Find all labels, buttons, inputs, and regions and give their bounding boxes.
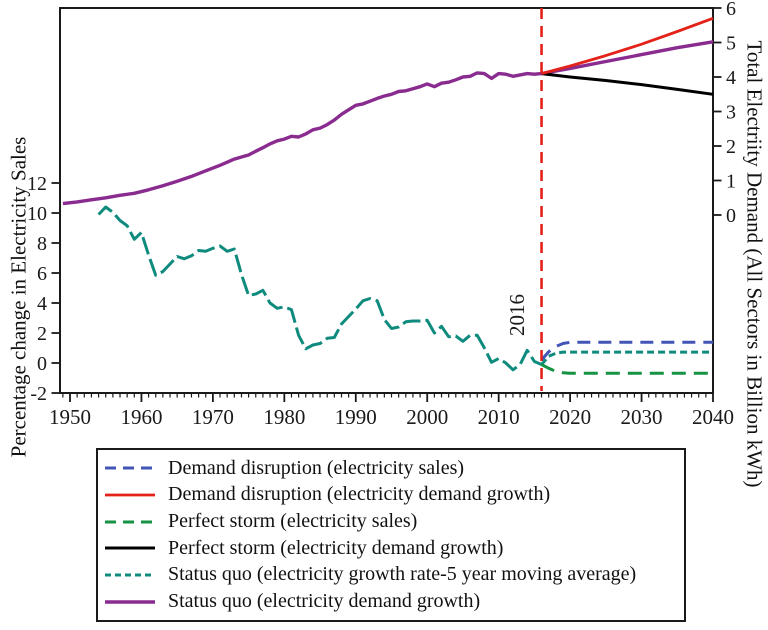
x-tick-label: 1950 <box>49 405 91 429</box>
left-y-tick-label: 12 <box>27 173 47 195</box>
line-chart-plot-area: 1950 1960 1970 1980 1990 2000 2010 2020 2030 2040… <box>27 0 736 429</box>
chart-legend: Demand disruption (electricity sales) Dem… <box>96 448 686 622</box>
legend-swatch-perfect_storm_sales <box>105 520 155 524</box>
right-y-tick-label: 6 <box>726 0 736 20</box>
series-line-status_quo_rate <box>97 205 543 372</box>
x-tick-label: 2010 <box>478 405 520 429</box>
legend-swatch-perfect_storm_demand <box>105 546 155 550</box>
x-tick-label: 2000 <box>406 405 448 429</box>
legend-label: Demand disruption (electricity sales) <box>168 456 465 479</box>
right-y-tick-label: 2 <box>726 136 736 158</box>
x-tick-label: 1960 <box>120 405 162 429</box>
x-tick-label: 1970 <box>192 405 234 429</box>
left-y-tick-label: 0 <box>37 353 47 375</box>
right-y-tick-label: 3 <box>726 102 736 124</box>
right-y-tick-label: 5 <box>726 33 736 55</box>
legend-label: Perfect storm (electricity demand growth… <box>168 536 504 559</box>
right-y-tick-label: 1 <box>726 171 736 193</box>
plot-frame <box>59 7 714 394</box>
legend-label: Status quo (electricity growth rate-5 ye… <box>168 563 637 586</box>
x-tick-label: 2030 <box>621 405 663 429</box>
series-line-perfect_storm_demand <box>541 72 714 96</box>
legend-swatch-demand_disruption_sales <box>105 466 155 470</box>
left-y-tick-label: 4 <box>37 293 47 315</box>
legend-item: Demand disruption (electricity sales) <box>104 455 680 481</box>
right-y-tick-label: 0 <box>726 205 736 227</box>
series-line-perfect_storm_sales <box>540 363 713 375</box>
legend-label: Perfect storm (electricity sales) <box>168 510 418 533</box>
legend-item: Status quo (electricity growth rate-5 ye… <box>104 562 680 588</box>
legend-label: Demand disruption (electricity demand gr… <box>168 483 551 506</box>
left-y-tick-label: -2 <box>30 383 47 405</box>
legend-swatch-demand_disruption_demand <box>105 493 155 497</box>
x-tick-label: 1980 <box>263 405 305 429</box>
series-line-demand_disruption_demand <box>541 16 714 75</box>
legend-item: Demand disruption (electricity demand gr… <box>104 482 680 508</box>
series-line-demand_disruption_sales <box>540 340 713 361</box>
legend-swatch-status_quo_demand <box>105 599 155 604</box>
left-y-tick-label: 2 <box>37 323 47 345</box>
x-tick-label: 2020 <box>549 405 591 429</box>
x-tick-label: 2040 <box>692 405 734 429</box>
right-y-tick-label: 4 <box>726 67 736 89</box>
vline-2016-label: 2016 <box>505 294 529 336</box>
series-line-status_quo_demand <box>62 40 714 206</box>
x-tick-label: 1990 <box>335 405 377 429</box>
left-y-tick-label: 6 <box>37 263 47 285</box>
legend-item: Status quo (electricity demand growth) <box>104 589 680 615</box>
legend-item: Perfect storm (electricity demand growth… <box>104 535 680 561</box>
left-y-tick-label: 8 <box>37 233 47 255</box>
series-line-status_quo_rate <box>540 350 713 366</box>
left-y-tick-label: 10 <box>27 203 47 225</box>
legend-swatch-status_quo_rate <box>105 573 155 577</box>
legend-item: Perfect storm (electricity sales) <box>104 509 680 535</box>
legend-label: Status quo (electricity demand growth) <box>168 590 481 613</box>
